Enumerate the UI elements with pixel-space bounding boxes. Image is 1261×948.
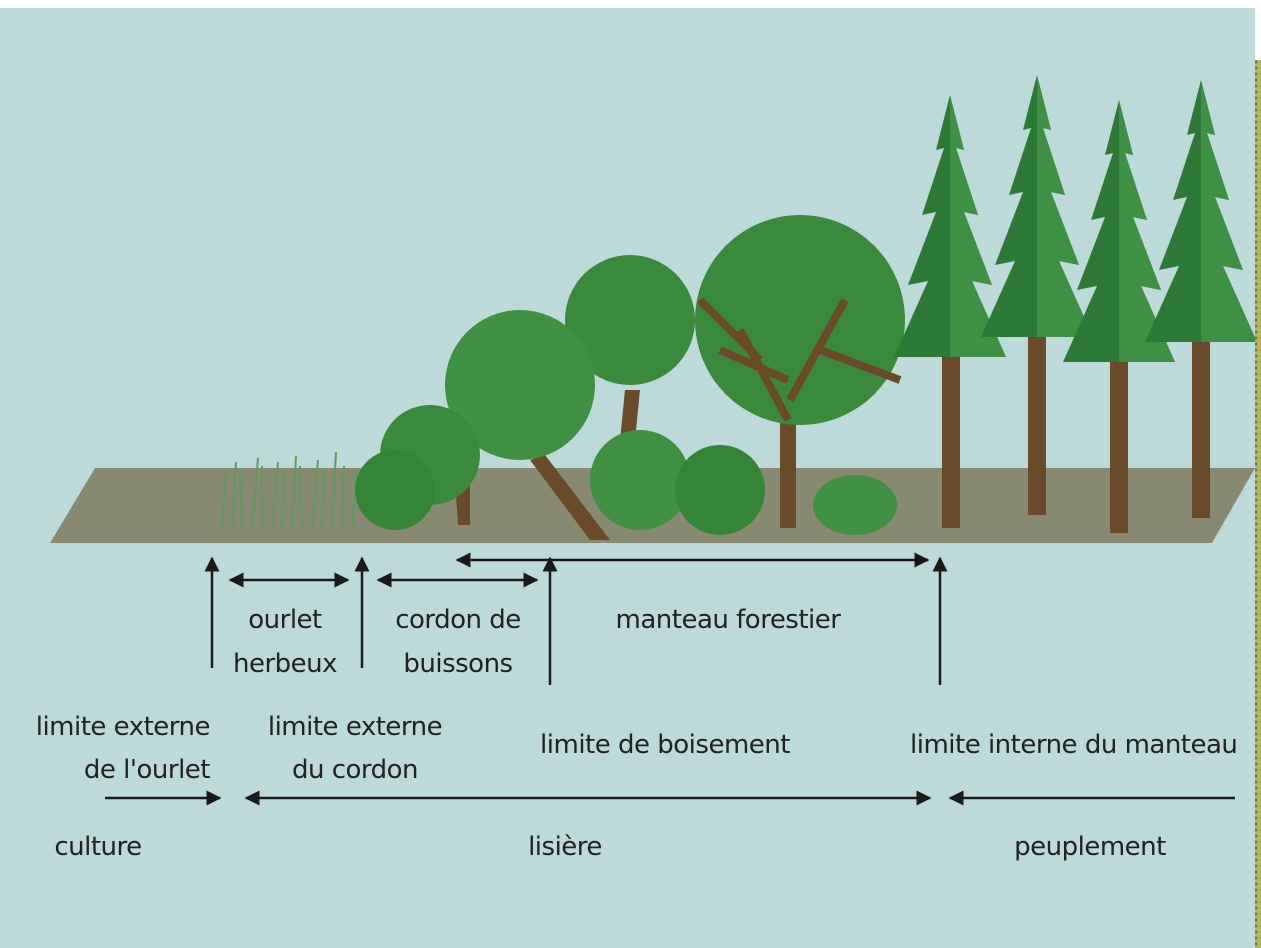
label: manteau forestier [616, 605, 842, 635]
page: ourlet herbeux cordon de buissons mantea… [0, 0, 1261, 948]
label: culture [54, 832, 141, 862]
label: herbeux [233, 649, 337, 679]
label: peuplement [1014, 832, 1166, 862]
label: buissons [403, 649, 512, 679]
label: du cordon [292, 755, 418, 785]
label: de l'ourlet [84, 755, 210, 785]
label: limite de boisement [540, 730, 790, 760]
edge-texture [1255, 60, 1261, 948]
diagram: ourlet herbeux cordon de buissons mantea… [0, 0, 1261, 948]
label: ourlet [248, 605, 322, 635]
label: limite interne du manteau [910, 730, 1237, 760]
label: limite externe [36, 712, 210, 742]
label: limite externe [268, 712, 442, 742]
label: lisière [528, 832, 602, 862]
label: cordon de [395, 605, 521, 635]
